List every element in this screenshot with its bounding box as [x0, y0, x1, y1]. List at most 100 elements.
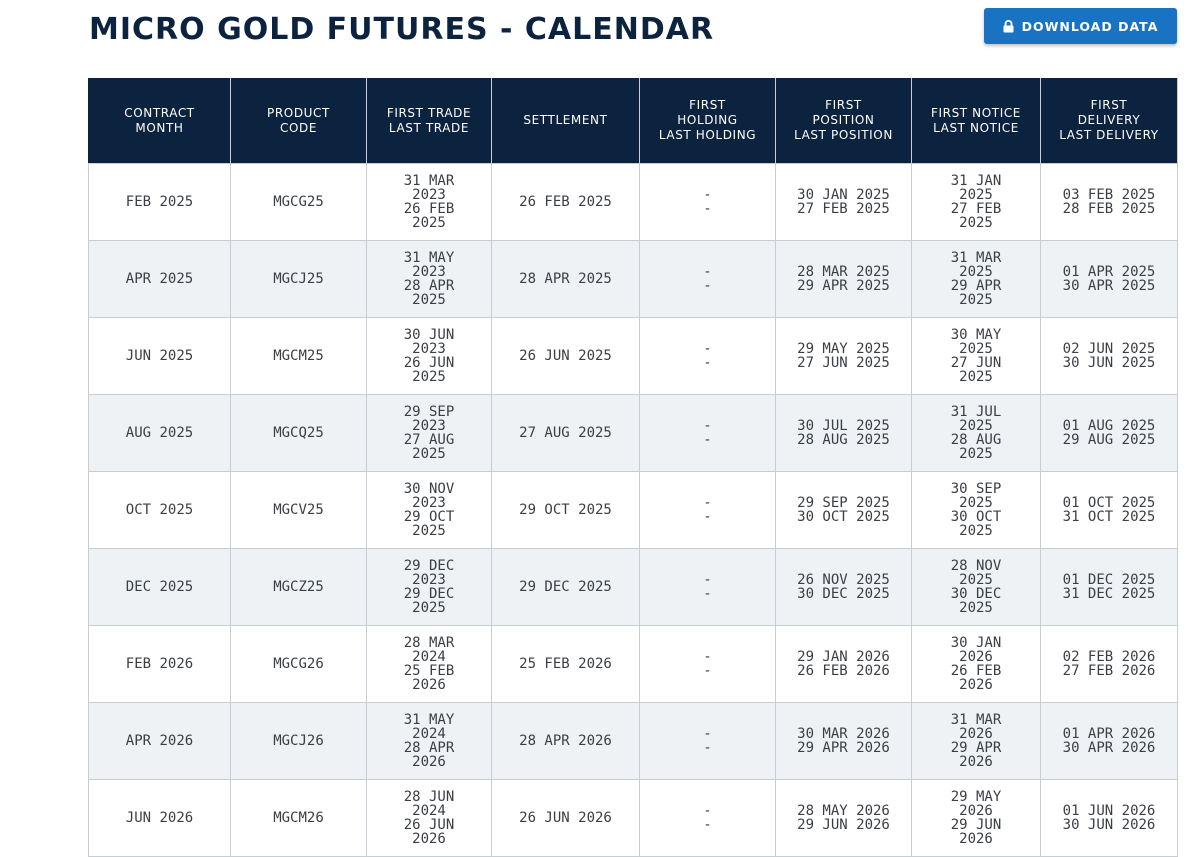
column-header-line: LAST TRADE [388, 120, 470, 135]
settlement-cell: 28 APR 2025 [491, 240, 640, 318]
cell-value: 27 JUN 2025 [950, 355, 1002, 385]
cell-value: 31 MAR 2023 [403, 173, 455, 203]
column-header-first-last-position: FIRST POSITION LAST POSITION [775, 78, 912, 164]
cell-value: 28 APR 2026 [519, 733, 612, 749]
cell-value: APR 2025 [125, 271, 194, 287]
column-header-line: FIRST NOTICE [931, 105, 1021, 120]
cell-value: 30 NOV 2023 [403, 481, 455, 511]
cell-value: 28 MAY 2026 [797, 803, 890, 819]
cell-value: 31 JAN 2025 [950, 173, 1002, 203]
cell-value: 26 FEB 2025 [519, 194, 612, 210]
first-last-notice-cell: 31 JUL 2025 28 AUG 2025 [911, 394, 1041, 472]
settlement-cell: 26 JUN 2026 [491, 779, 640, 857]
cell-value: 31 OCT 2025 [1062, 509, 1156, 525]
cell-value: 29 AUG 2025 [1062, 432, 1156, 448]
settlement-cell: 27 AUG 2025 [491, 394, 640, 472]
first-last-delivery-cell: 01 OCT 2025 31 OCT 2025 [1040, 471, 1178, 549]
cell-value: 25 FEB 2026 [519, 656, 612, 672]
cell-value: 02 FEB 2026 [1062, 649, 1156, 665]
cell-value: - [703, 341, 712, 357]
cell-value: 30 JUN 2026 [1062, 817, 1156, 833]
cell-value: 26 JUN 2025 [403, 355, 455, 385]
first-last-delivery-cell: 01 APR 2025 30 APR 2025 [1040, 240, 1178, 318]
cell-value: 28 MAR 2024 [403, 635, 455, 665]
cell-value: 31 DEC 2025 [1062, 586, 1156, 602]
cell-value: 03 FEB 2025 [1062, 187, 1156, 203]
contract-month-cell: OCT 2025 [88, 471, 231, 549]
first-last-delivery-cell: 02 JUN 2025 30 JUN 2025 [1040, 317, 1178, 395]
column-header-line: FIRST TRADE [386, 105, 472, 120]
cell-value: 28 NOV 2025 [950, 558, 1002, 588]
cell-value: - [703, 803, 712, 819]
cell-value: 30 SEP 2025 [950, 481, 1002, 511]
download-data-label: DOWNLOAD DATA [1021, 18, 1159, 34]
product-code-cell: MGCG25 [230, 163, 367, 241]
product-code-cell: MGCQ25 [230, 394, 367, 472]
cell-value: 26 FEB 2026 [950, 663, 1002, 693]
first-last-position-cell: 28 MAY 2026 29 JUN 2026 [775, 779, 912, 857]
cell-value: 30 MAR 2026 [797, 726, 890, 742]
first-last-trade-cell: 28 JUN 2024 26 JUN 2026 [366, 779, 492, 857]
first-last-trade-cell: 31 MAR 2023 26 FEB 2025 [366, 163, 492, 241]
cell-value: 30 JAN 2026 [950, 635, 1002, 665]
cell-value: 25 FEB 2026 [403, 663, 455, 693]
first-last-position-cell: 30 JAN 2025 27 FEB 2025 [775, 163, 912, 241]
table-header-row: CONTRACT MONTH PRODUCT CODE FIRST TRADE LAST … [88, 78, 1178, 164]
column-header-line: FIRST [1090, 98, 1128, 112]
download-data-button[interactable]: DOWNLOAD DATA [984, 8, 1177, 44]
cell-value: 28 AUG 2025 [950, 432, 1002, 462]
cell-value: 31 MAR 2026 [950, 712, 1002, 742]
cell-value: 26 JUN 2025 [519, 348, 612, 364]
cell-value: APR 2026 [125, 733, 194, 749]
first-last-position-cell: 26 NOV 2025 30 DEC 2025 [775, 548, 912, 626]
cell-value: 29 JAN 2026 [797, 649, 890, 665]
cell-value: MGCJ25 [273, 271, 324, 287]
contract-month-cell: JUN 2026 [88, 779, 231, 857]
cell-value: 30 JUL 2025 [797, 418, 890, 434]
column-header-line: PRODUCT [267, 105, 330, 120]
cell-value: - [703, 509, 712, 525]
cell-value: 30 DEC 2025 [797, 586, 890, 602]
first-last-trade-cell: 28 MAR 2024 25 FEB 2026 [366, 625, 492, 703]
contract-month-cell: DEC 2025 [88, 548, 231, 626]
cell-value: 31 MAY 2023 [403, 250, 455, 280]
table-row: JUN 2026 MGCM26 28 JUN 2024 26 JUN 2026 26 J… [88, 779, 1178, 857]
cell-value: - [703, 740, 712, 756]
column-header-line: FIRST [689, 98, 726, 112]
product-code-cell: MGCJ26 [230, 702, 367, 780]
column-header-first-last-trade: FIRST TRADE LAST TRADE [366, 78, 492, 164]
column-header-line: LAST DELIVERY [1059, 128, 1159, 142]
column-header-line: LAST POSITION [794, 128, 893, 142]
cell-value: 01 APR 2025 [1062, 264, 1156, 280]
cell-value: 28 MAR 2025 [797, 264, 890, 280]
page-title: MICRO GOLD FUTURES - CALENDAR [89, 12, 715, 47]
first-last-trade-cell: 30 NOV 2023 29 OCT 2025 [366, 471, 492, 549]
first-last-trade-cell: 29 SEP 2023 27 AUG 2025 [366, 394, 492, 472]
product-code-cell: MGCZ25 [230, 548, 367, 626]
cell-value: - [703, 432, 712, 448]
cell-value: 29 DEC 2025 [519, 579, 612, 595]
column-header-line: LAST HOLDING [658, 128, 757, 142]
cell-value: - [703, 586, 712, 602]
first-last-notice-cell: 31 JAN 2025 27 FEB 2025 [911, 163, 1041, 241]
column-header-line: LAST NOTICE [933, 120, 1019, 135]
cell-value: MGCV25 [273, 502, 324, 518]
cell-value: 27 AUG 2025 [403, 432, 455, 462]
cell-value: 01 JUN 2026 [1062, 803, 1156, 819]
table-row: APR 2025 MGCJ25 31 MAY 2023 28 APR 2025 28 A… [88, 240, 1178, 318]
product-code-cell: MGCG26 [230, 625, 367, 703]
lock-icon [1003, 19, 1014, 33]
cell-value: MGCZ25 [273, 579, 324, 595]
cell-value: FEB 2025 [125, 194, 194, 210]
column-header-line: CODE [279, 120, 318, 135]
contract-month-cell: JUN 2025 [88, 317, 231, 395]
first-last-trade-cell: 31 MAY 2024 28 APR 2026 [366, 702, 492, 780]
cell-value: 30 JAN 2025 [797, 187, 890, 203]
column-header-line: FIRST [825, 98, 862, 112]
contract-month-cell: FEB 2026 [88, 625, 231, 703]
first-last-delivery-cell: 03 FEB 2025 28 FEB 2025 [1040, 163, 1178, 241]
cell-value: FEB 2026 [125, 656, 194, 672]
cell-value: 29 OCT 2025 [403, 509, 455, 539]
column-header-first-last-notice: FIRST NOTICE LAST NOTICE [911, 78, 1041, 164]
first-last-position-cell: 28 MAR 2025 29 APR 2025 [775, 240, 912, 318]
